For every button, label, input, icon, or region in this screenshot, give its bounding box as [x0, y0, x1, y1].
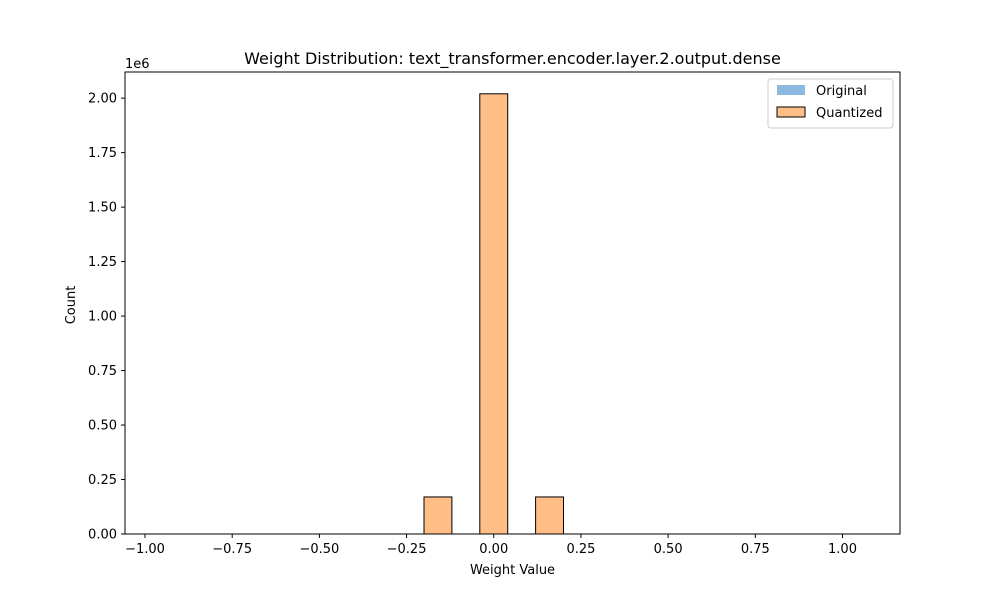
x-tick-label: −0.50 — [299, 542, 339, 557]
legend-swatch-quantized — [776, 106, 806, 118]
x-axis-ticks: −1.00 −0.75 −0.50 −0.25 0.00 0.25 0.50 0.75 1.00 — [125, 534, 857, 557]
y-tick-label: 1.50 — [88, 201, 117, 216]
legend-swatch-original — [777, 85, 805, 95]
y-tick-label: 0.75 — [88, 364, 117, 379]
plot-frame — [124, 71, 901, 535]
quantized-bar — [423, 496, 453, 535]
legend-label-original: Original — [816, 84, 867, 99]
y-tick-label: 0.00 — [88, 528, 117, 543]
x-tick-label: 1.00 — [828, 542, 857, 557]
y-tick-label: 1.00 — [88, 310, 117, 325]
y-tick-label: 1.25 — [88, 255, 117, 270]
x-tick-label: −0.25 — [387, 542, 427, 557]
x-axis-label: Weight Value — [470, 563, 555, 578]
y-tick-label: 1.75 — [88, 146, 117, 161]
x-tick-label: 0.25 — [566, 542, 595, 557]
x-tick-label: 0.50 — [654, 542, 683, 557]
quantized-bar — [479, 93, 509, 535]
y-axis-ticks: 0.00 0.25 0.50 0.75 1.00 1.25 1.50 1.75 2.00 — [88, 92, 125, 543]
y-multiplier-label: 1e6 — [125, 57, 150, 72]
y-tick-label: 0.25 — [88, 473, 117, 488]
x-tick-label: −1.00 — [125, 542, 165, 557]
chart-title: Weight Distribution: text_transformer.en… — [244, 49, 781, 69]
x-tick-label: 0.75 — [741, 542, 770, 557]
legend-label-quantized: Quantized — [816, 106, 882, 121]
y-tick-label: 0.50 — [88, 419, 117, 434]
chart-legend: Original Quantized — [767, 78, 894, 129]
y-tick-label: 2.00 — [88, 92, 117, 107]
quantized-series-bars — [423, 93, 564, 535]
y-axis-label: Count — [64, 286, 79, 325]
quantized-bar — [535, 496, 564, 535]
x-tick-label: 0.00 — [479, 542, 508, 557]
x-tick-label: −0.75 — [212, 542, 252, 557]
